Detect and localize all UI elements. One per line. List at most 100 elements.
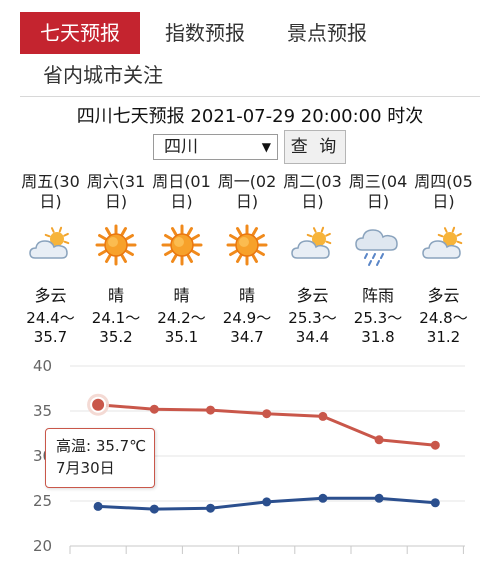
tooltip-value: 高温: 35.7℃ bbox=[56, 437, 147, 455]
dropdown-arrow-icon: ▼ bbox=[261, 140, 271, 154]
page-title: 四川七天预报 2021-07-29 20:00:00 时次 bbox=[76, 106, 424, 127]
tab-scenic[interactable]: 景点预报 bbox=[287, 21, 367, 45]
cloudy-sun-icon bbox=[421, 226, 462, 259]
day-label-line2: 日) bbox=[104, 192, 128, 211]
day-label-line2: 日) bbox=[366, 192, 390, 211]
chart-tooltip: 高温: 35.7℃ 7月30日 bbox=[45, 428, 155, 488]
day-temp-range: 25.3～ 31.8 bbox=[346, 309, 411, 347]
day-temp-low: 24.4～ bbox=[26, 309, 75, 327]
day-temp-high: 34.4 bbox=[295, 328, 330, 346]
y-tick-label: 20 bbox=[33, 537, 52, 555]
tabs-divider bbox=[20, 96, 480, 97]
day-condition: 多云 bbox=[427, 286, 460, 305]
day-temp-high: 31.2 bbox=[426, 328, 461, 346]
day-label-line2: 日) bbox=[235, 192, 259, 211]
day-temp-range: 24.8～ 31.2 bbox=[411, 309, 476, 347]
day-label: 周五(30 日) bbox=[18, 172, 83, 214]
day-label: 周三(04 日) bbox=[346, 172, 411, 214]
shower-icon bbox=[355, 229, 398, 266]
tab-seven-day[interactable]: 七天预报 bbox=[20, 12, 140, 54]
day-temp-range: 24.4～ 35.7 bbox=[18, 309, 83, 347]
sun-icon bbox=[161, 224, 202, 266]
day-label-line1: 周日(01 bbox=[152, 172, 211, 191]
day-temp-high: 31.8 bbox=[361, 328, 395, 346]
day-temp-range: 24.9～ 34.7 bbox=[215, 309, 280, 347]
sun-rays bbox=[226, 224, 268, 266]
cloudy-sun-icon bbox=[28, 226, 69, 259]
day-temp-low: 24.9～ bbox=[222, 309, 272, 327]
day-label-line1: 周二(03 bbox=[283, 172, 342, 191]
day-condition: 晴 bbox=[107, 286, 124, 305]
day-temp-low: 24.2～ bbox=[157, 309, 206, 327]
high-temp-point bbox=[430, 440, 440, 450]
day-column: 周六(31 日) 晴 24.1～ 35.2 bbox=[84, 172, 149, 347]
day-condition: 多云 bbox=[296, 286, 329, 305]
day-column: 周一(02 日) 晴 24.9～ 34.7 bbox=[215, 172, 280, 347]
day-label-line1: 周三(04 bbox=[348, 172, 408, 191]
low-temp-point bbox=[374, 493, 384, 503]
query-button[interactable]: 查 询 bbox=[284, 130, 346, 164]
region-select-value: 四川 bbox=[164, 137, 198, 157]
forecast-tabs: 七天预报 指数预报 景点预报 省内城市关注 bbox=[0, 0, 500, 100]
day-column: 周四(05 日) 多云 24.8～ 31.2 bbox=[411, 172, 476, 347]
high-temp-point bbox=[206, 405, 215, 415]
highlight-point bbox=[90, 396, 107, 413]
y-tick-label: 35 bbox=[33, 402, 52, 420]
day-temp-high: 35.1 bbox=[164, 328, 199, 346]
day-label-line1: 周六(31 bbox=[86, 172, 146, 191]
day-label-line2: 日) bbox=[301, 192, 324, 211]
sun-icon bbox=[95, 224, 137, 266]
day-temp-high: 35.2 bbox=[99, 328, 133, 346]
day-label: 周一(02 日) bbox=[215, 172, 280, 214]
day-column: 周日(01 日) 晴 24.2～ 35.1 bbox=[149, 172, 214, 347]
day-condition: 晴 bbox=[173, 286, 190, 305]
tab-province-cities[interactable]: 省内城市关注 bbox=[43, 63, 163, 87]
day-label-line2: 日) bbox=[39, 192, 62, 211]
high-temp-point bbox=[374, 435, 384, 445]
low-temp-point bbox=[430, 498, 440, 508]
cloudy-sun-icon bbox=[290, 226, 331, 259]
day-temp-low: 24.8～ bbox=[419, 309, 468, 327]
day-condition: 多云 bbox=[34, 286, 67, 305]
day-condition: 阵雨 bbox=[361, 286, 394, 305]
day-label-line1: 周四(05 bbox=[414, 172, 473, 191]
high-temp-point bbox=[318, 411, 328, 421]
high-temp-point bbox=[149, 404, 159, 414]
day-temp-range: 24.2～ 35.1 bbox=[149, 309, 214, 347]
low-temp-point bbox=[262, 497, 272, 507]
day-temp-low: 25.3～ bbox=[353, 309, 403, 327]
forecast-days: 周五(30 日) 多云 24.4～ 35.7 周六(31 日) 晴 24.1～ 35.2 周日(… bbox=[21, 172, 482, 352]
day-label-line1: 周五(30 bbox=[21, 172, 80, 191]
day-column: 周五(30 日) 多云 24.4～ 35.7 bbox=[18, 172, 83, 347]
region-select[interactable]: 四川 ▼ bbox=[153, 134, 278, 160]
day-condition: 晴 bbox=[238, 286, 255, 305]
low-temp-point bbox=[93, 501, 103, 511]
low-temp-point bbox=[206, 503, 215, 513]
day-temp-high: 34.7 bbox=[230, 328, 264, 346]
y-tick-label: 25 bbox=[33, 492, 52, 510]
day-label: 周日(01 日) bbox=[149, 172, 214, 214]
low-temp-point bbox=[318, 493, 328, 503]
sun-rays bbox=[161, 224, 202, 266]
day-temp-range: 24.1～ 35.2 bbox=[84, 309, 149, 347]
day-temp-low: 24.1～ bbox=[91, 309, 141, 327]
day-temp-range: 25.3～ 34.4 bbox=[280, 309, 345, 347]
tab-index[interactable]: 指数预报 bbox=[165, 21, 245, 45]
day-column: 周二(03 日) 多云 25.3～ 34.4 bbox=[280, 172, 345, 347]
sun-icon bbox=[226, 224, 268, 266]
day-label: 周二(03 日) bbox=[280, 172, 345, 214]
sun-rays bbox=[95, 224, 137, 266]
day-label: 周六(31 日) bbox=[84, 172, 149, 214]
day-column: 周三(04 日) 阵雨 25.3～ 31.8 bbox=[346, 172, 411, 347]
day-label-line2: 日) bbox=[432, 192, 455, 211]
day-label-line1: 周一(02 bbox=[217, 172, 277, 191]
day-temp-high: 35.7 bbox=[33, 328, 68, 346]
day-label: 周四(05 日) bbox=[411, 172, 476, 214]
day-temp-low: 25.3～ bbox=[288, 309, 337, 327]
low-temp-point bbox=[149, 504, 159, 514]
day-label-line2: 日) bbox=[170, 192, 193, 211]
high-temp-point bbox=[262, 409, 272, 419]
tooltip-date: 7月30日 bbox=[56, 459, 115, 477]
y-tick-label: 40 bbox=[33, 357, 52, 375]
